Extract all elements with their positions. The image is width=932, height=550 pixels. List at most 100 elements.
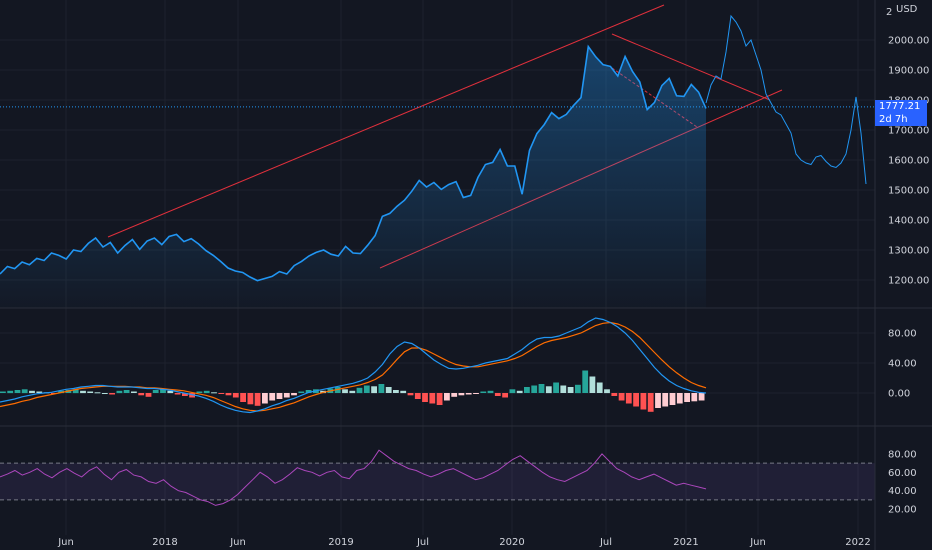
macd-histogram-bar [487, 390, 494, 394]
macd-histogram-bar [633, 393, 639, 407]
macd-histogram-bar [342, 389, 348, 394]
macd-histogram-bar [458, 393, 465, 396]
macd-histogram-bar [560, 385, 567, 393]
macd-histogram-bar [422, 393, 428, 402]
macd-histogram-bar [604, 389, 610, 394]
last-price-badge: 1777.21 [875, 100, 927, 113]
macd-histogram-bar [400, 390, 407, 394]
macd-signal-line [0, 321, 707, 412]
macd-histogram-bar [72, 389, 79, 394]
macd-tick-label: 40.00 [888, 359, 917, 370]
rsi-pane [0, 449, 875, 506]
x-tick-label: Jul [416, 537, 429, 548]
x-tick-label: 2021 [673, 537, 698, 548]
macd-histogram-bar [596, 382, 603, 393]
macd-histogram-bar [305, 390, 312, 393]
macd-histogram-bar [378, 384, 385, 393]
x-tick-label: 2018 [152, 537, 177, 548]
macd-histogram-bar [509, 389, 516, 394]
x-tick-label: 2022 [845, 537, 870, 548]
macd-histogram-bar [385, 387, 392, 393]
macd-histogram-bar [553, 382, 559, 393]
price-tick-label: 2000.00 [888, 36, 929, 47]
wedge-upper-line [611, 33, 771, 101]
macd-histogram-bar [480, 391, 487, 393]
macd-histogram-bar [640, 393, 647, 410]
macd-histogram-bar [218, 393, 225, 394]
price-tick-label: 2 [886, 7, 892, 18]
x-tick-label: Jun [749, 537, 766, 548]
macd-histogram-bar [7, 390, 14, 394]
macd-histogram-bar [109, 393, 115, 395]
macd-histogram-bar [160, 388, 166, 393]
macd-histogram-bar [211, 392, 217, 394]
price-pane [0, 14, 875, 308]
x-tick-label: Jun [57, 537, 74, 548]
macd-histogram-bar [356, 387, 363, 394]
macd-histogram-bar [262, 393, 268, 404]
x-tick-label: 2020 [499, 537, 524, 548]
macd-histogram-bar [684, 393, 690, 402]
macd-histogram-bar [167, 390, 174, 394]
projection-line [705, 14, 867, 185]
macd-histogram-bar [116, 390, 123, 394]
x-tick-label: Jun [229, 537, 246, 548]
macd-line [0, 317, 707, 414]
price-tick-label: 1600.00 [888, 156, 929, 167]
macd-histogram-bar [698, 393, 705, 401]
macd-histogram-bar [182, 393, 188, 396]
macd-histogram-bar [247, 393, 254, 405]
x-tick-label: 2019 [328, 537, 353, 548]
price-tick-label: 1200.00 [888, 276, 929, 287]
macd-histogram-bar [647, 393, 654, 412]
macd-histogram-bar [276, 393, 283, 399]
macd-histogram-bar [407, 393, 414, 396]
rsi-tick-label: 20.00 [888, 505, 917, 516]
price-tick-label: 1300.00 [888, 246, 929, 257]
macd-histogram-bar [174, 393, 181, 395]
macd-histogram-bar [429, 393, 436, 404]
macd-histogram-bar [196, 391, 203, 393]
macd-histogram-bar [538, 384, 545, 393]
macd-histogram-bar [516, 390, 523, 394]
macd-histogram-bar [618, 393, 625, 401]
macd-histogram-bar [14, 390, 21, 393]
rsi-tick-label: 60.00 [888, 468, 917, 479]
macd-histogram-bar [80, 390, 86, 394]
macd-histogram-bar [502, 393, 508, 398]
macd-histogram-bar [0, 391, 6, 393]
macd-histogram-bar [21, 389, 28, 394]
macd-histogram-bar [298, 391, 305, 393]
macd-histogram-bar [625, 393, 632, 404]
macd-histogram-bar [414, 393, 421, 399]
price-area-fill [0, 46, 706, 308]
macd-histogram-bar [611, 393, 618, 396]
price-tick-label: 1700.00 [888, 126, 929, 137]
macd-histogram-bar [473, 393, 479, 394]
macd-histogram-bar [254, 393, 261, 406]
rsi-line [0, 449, 707, 506]
macd-tick-label: 80.00 [888, 329, 917, 340]
macd-histogram-bar [29, 390, 35, 394]
macd-histogram-bar [691, 393, 698, 402]
macd-histogram-bar [444, 393, 450, 401]
macd-histogram-bar [225, 393, 232, 396]
macd-histogram-bar [567, 387, 574, 393]
rsi-band [0, 463, 875, 500]
macd-histogram-bar [676, 393, 683, 404]
macd-histogram-bar [240, 393, 246, 402]
macd-histogram-bar [662, 393, 669, 407]
macd-histogram-bar [152, 390, 159, 393]
macd-histogram-bar [669, 393, 676, 405]
macd-histogram-bar [393, 390, 399, 393]
macd-histogram-bar [145, 393, 152, 397]
currency-label: USD [896, 4, 918, 15]
macd-histogram-bar [589, 376, 596, 393]
macd-histogram-bar [363, 385, 370, 393]
macd-histogram-bar [123, 390, 130, 393]
macd-histogram-bar [283, 393, 290, 398]
macd-histogram-bar [131, 391, 137, 393]
channel-upper-line [107, 4, 665, 238]
macd-histogram-bar [94, 392, 101, 394]
